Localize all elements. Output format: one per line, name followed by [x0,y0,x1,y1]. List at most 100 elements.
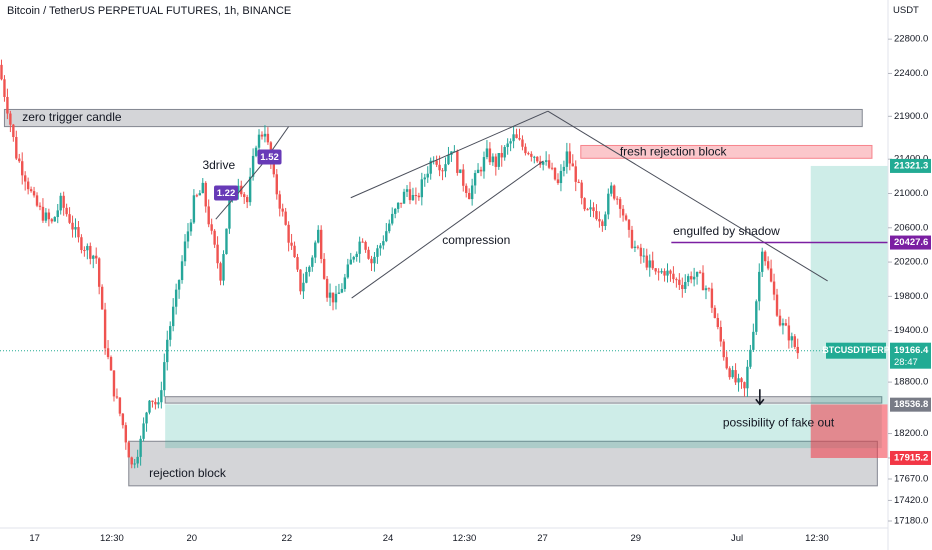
candle-body-184 [544,160,548,162]
candle-body-168 [497,153,500,167]
candle-body-84 [248,176,252,203]
candle-body-212 [627,219,631,230]
candle-body-248 [734,370,737,383]
candle-body-183 [541,161,545,165]
candle-body-112 [331,292,335,303]
candle-body-93 [275,174,278,195]
candle-body-98 [290,242,293,246]
candle-body-115 [340,288,344,293]
candle-body-196 [580,182,583,199]
candle-body-17 [50,219,54,222]
candle-body-67 [198,193,202,196]
candle-body-10 [29,189,33,192]
candle-body-31 [92,255,95,259]
candle-body-245 [725,357,728,369]
candle-body-114 [337,292,341,294]
candle-body-102 [302,282,305,292]
zone-teal-4 [165,404,882,449]
candle-body-32 [95,255,98,259]
y-tick-label-10: 18200.0 [894,428,928,439]
candle-body-55 [163,362,166,391]
candle-body-132 [391,213,394,224]
candle-body-73 [216,244,219,264]
candle-body-218 [645,255,648,268]
candle-body-180 [533,156,536,158]
candle-body-169 [500,153,503,158]
candle-body-96 [284,211,287,225]
price-tag-bg-0 [890,158,931,173]
candle-body-253 [749,349,752,367]
candle-body-18 [53,217,56,222]
candle-body-82 [243,194,246,198]
candle-body-225 [666,270,669,276]
candle-body-173 [512,134,515,142]
candle-body-52 [154,401,157,405]
annotation-5: possibility of fake out [723,415,835,429]
candle-body-44 [130,457,133,465]
candle-body-251 [743,382,746,389]
candle-body-64 [189,222,193,232]
candle-body-66 [195,195,199,197]
x-tick-label-2: 20 [187,533,198,544]
candle-body-258 [763,251,767,262]
price-tag-0: 21321.3 [894,160,928,171]
candle-body-48 [142,423,145,439]
y-tick-label-1: 22400.0 [894,68,928,79]
candle-body-260 [769,268,773,282]
candle-body-198 [586,209,589,211]
candle-body-147 [435,160,438,165]
candle-body-118 [349,259,352,265]
price-tag-1: 20427.6 [894,237,928,248]
y-tick-label-9: 18800.0 [894,377,928,388]
trendline-5 [237,163,264,194]
candle-body-165 [488,148,492,163]
candle-body-30 [89,245,92,259]
candle-body-43 [127,442,130,458]
candle-body-242 [716,317,720,327]
zone-gray-3 [164,396,883,404]
candle-body-194 [574,166,577,182]
candle-body-68 [201,182,204,194]
candle-body-22 [65,207,68,215]
y-tick-label-14: 17180.0 [894,516,928,527]
candle-body-156 [462,169,465,186]
price-tag-bg-2 [890,397,931,412]
y-tick-label-6: 20200.0 [894,257,928,268]
candle-body-232 [687,276,690,282]
trendline-0 [350,110,549,199]
candle-body-54 [160,390,163,403]
candle-body-201 [595,211,598,220]
candle-body-235 [695,271,699,277]
series-tag-bg [826,342,886,359]
candle-body-62 [183,241,187,262]
badge-bg-0 [257,149,282,165]
candle-body-208 [615,198,619,200]
candle-body-209 [618,199,622,209]
candle-body-145 [429,160,432,174]
candle-body-100 [296,257,299,270]
last-price-bg [890,342,931,369]
candle-body-85 [251,155,255,177]
candle-body-42 [124,425,128,443]
candle-body-14 [41,206,45,221]
candle-body-238 [704,288,708,291]
zone-gray-0 [3,108,863,128]
candle-body-231 [684,281,687,290]
candle-body-29 [86,245,89,251]
candle-body-23 [68,214,71,223]
candle-body-26 [77,227,80,238]
candle-body-35 [103,309,107,349]
price-tag-3: 17915.2 [894,452,928,463]
candle-body-130 [385,231,388,242]
candle-body-202 [598,219,601,222]
candle-body-262 [775,294,779,316]
candle-body-108 [319,229,323,259]
candle-body-90 [266,133,270,143]
candle-body-230 [681,284,684,290]
candle-body-217 [642,255,646,257]
candle-body-140 [414,195,418,197]
candle-body-221 [654,268,657,272]
candle-body-241 [713,307,717,318]
candle-body-70 [207,206,210,225]
